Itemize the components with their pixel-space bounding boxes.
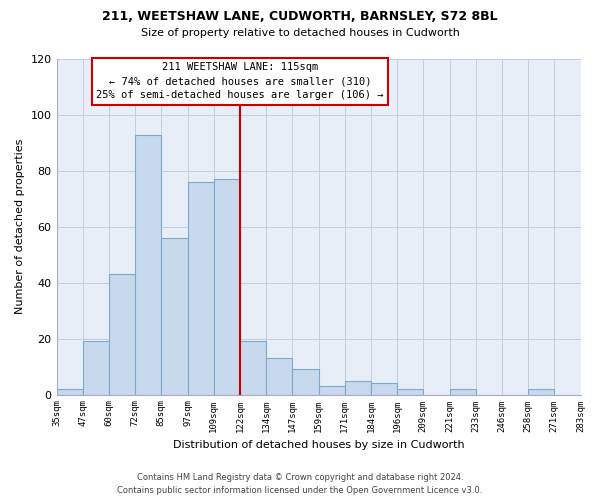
X-axis label: Distribution of detached houses by size in Cudworth: Distribution of detached houses by size … <box>173 440 464 450</box>
Text: Contains HM Land Registry data © Crown copyright and database right 2024.
Contai: Contains HM Land Registry data © Crown c… <box>118 474 482 495</box>
Text: 211, WEETSHAW LANE, CUDWORTH, BARNSLEY, S72 8BL: 211, WEETSHAW LANE, CUDWORTH, BARNSLEY, … <box>102 10 498 23</box>
Bar <box>214 179 240 394</box>
Text: Size of property relative to detached houses in Cudworth: Size of property relative to detached ho… <box>140 28 460 38</box>
Bar <box>109 274 135 394</box>
Bar <box>135 134 161 394</box>
Text: 211 WEETSHAW LANE: 115sqm
← 74% of detached houses are smaller (310)
25% of semi: 211 WEETSHAW LANE: 115sqm ← 74% of detac… <box>96 62 383 100</box>
Bar <box>319 386 345 394</box>
Bar <box>397 389 424 394</box>
Bar <box>240 342 266 394</box>
Bar <box>83 342 109 394</box>
Bar <box>345 380 371 394</box>
Bar <box>188 182 214 394</box>
Bar <box>371 384 397 394</box>
Bar <box>266 358 292 395</box>
Bar <box>528 389 554 394</box>
Bar <box>161 238 188 394</box>
Y-axis label: Number of detached properties: Number of detached properties <box>15 139 25 314</box>
Bar <box>449 389 476 394</box>
Bar <box>292 370 319 394</box>
Bar <box>56 389 83 394</box>
